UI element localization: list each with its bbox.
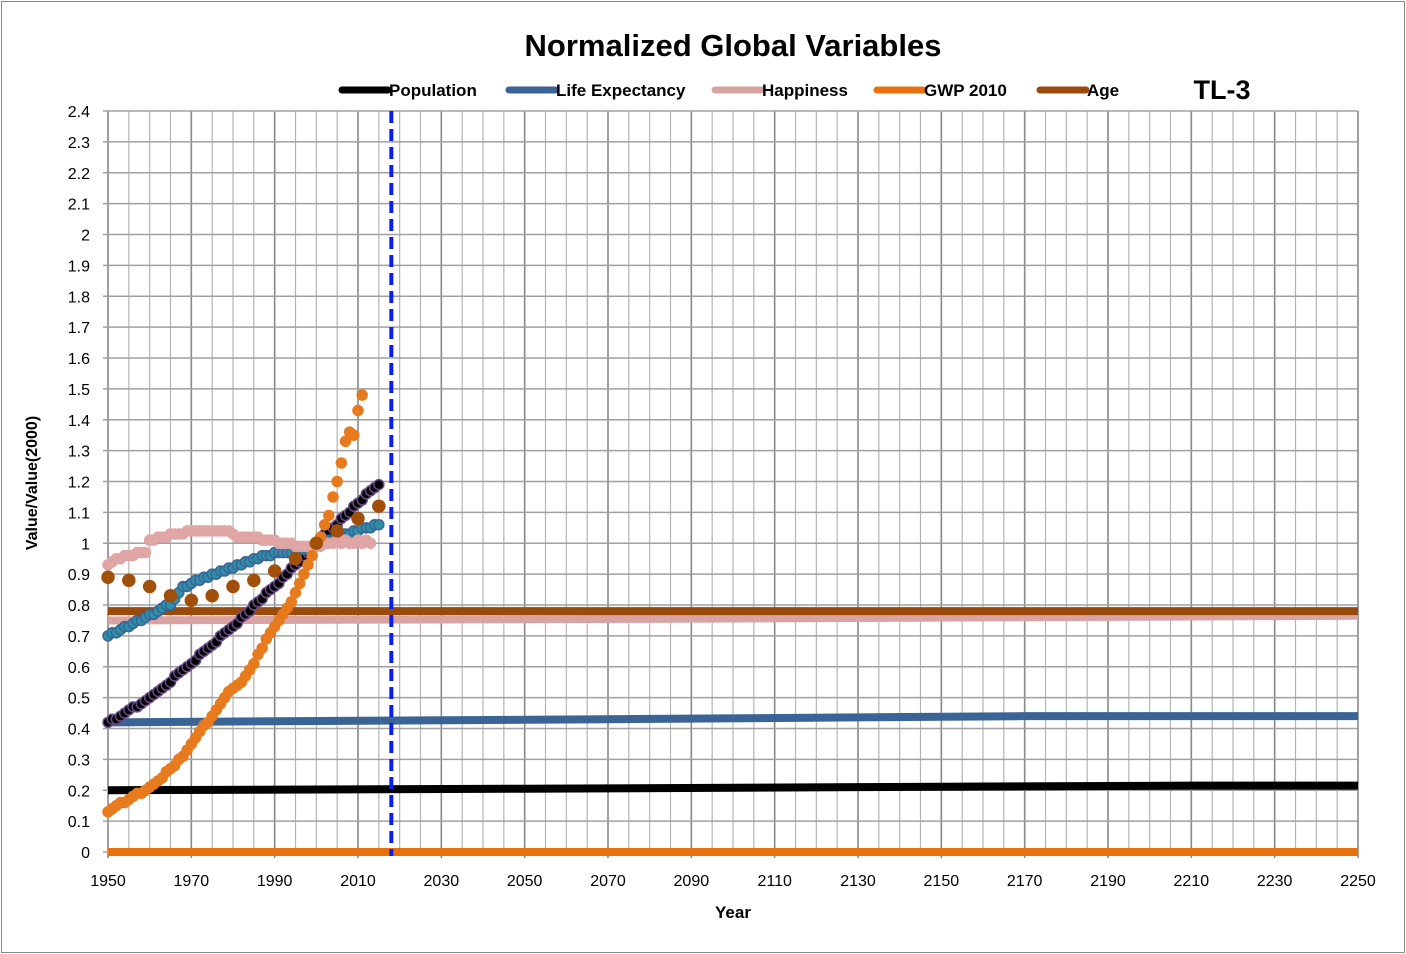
data-point	[327, 491, 339, 503]
data-point	[330, 524, 344, 538]
y-tick-label: 0.6	[68, 660, 90, 677]
y-tick-label: 1.9	[68, 258, 90, 275]
y-tick-label: 2.1	[68, 197, 90, 214]
x-tick-label: 2190	[1090, 873, 1126, 890]
data-point	[335, 457, 348, 469]
y-tick-label: 1.2	[68, 475, 90, 492]
legend-label: GWP 2010	[924, 81, 1007, 100]
data-point	[226, 579, 240, 594]
y-tick-label: 1.8	[68, 289, 90, 306]
data-point	[184, 593, 199, 608]
x-tick-label: 2030	[424, 873, 460, 890]
y-tick-label: 0.7	[68, 629, 90, 646]
y-axis-label: Value/Value(2000)	[24, 416, 41, 550]
data-point	[372, 499, 386, 513]
x-tick-label: 2110	[757, 873, 792, 890]
x-tick-label: 2230	[1257, 873, 1293, 890]
data-point	[248, 657, 260, 670]
data-point	[163, 588, 178, 603]
x-tick-label: 2250	[1340, 873, 1376, 890]
series-markers	[101, 389, 386, 818]
y-tick-label: 1	[81, 536, 90, 553]
y-tick-label: 2	[81, 228, 90, 245]
chart-tag: TL-3	[1194, 75, 1251, 105]
data-point	[122, 573, 136, 588]
legend-label: Life Expectancy	[556, 81, 686, 100]
data-point	[205, 588, 219, 603]
y-tick-label: 0.5	[68, 691, 90, 708]
data-point	[339, 435, 352, 448]
y-tick-label: 0	[81, 845, 90, 862]
tick-labels: 0 0.1 0.2 0.3 0.4 0.5 0.6 0.7 0.8 0.9 1 1.1 1.2 1.3 1.…	[68, 104, 1376, 890]
data-point	[289, 586, 302, 599]
data-point	[356, 389, 368, 401]
data-point	[373, 478, 385, 491]
data-point	[247, 573, 261, 588]
data-point	[288, 551, 303, 566]
data-point	[293, 577, 306, 590]
data-point	[351, 511, 365, 526]
y-tick-label: 0.8	[68, 598, 90, 615]
grid	[103, 110, 1359, 858]
legend-label: Happiness	[762, 81, 848, 100]
data-point	[373, 518, 385, 531]
data-point	[306, 549, 318, 562]
data-point	[309, 536, 324, 550]
x-tick-label: 2090	[674, 873, 710, 890]
data-point	[302, 559, 314, 571]
y-tick-label: 1.4	[68, 413, 90, 430]
x-tick-label: 1950	[90, 873, 126, 890]
data-point	[348, 429, 360, 441]
x-tick-label: 2130	[840, 873, 876, 890]
x-tick-label: 2070	[590, 873, 626, 890]
data-point	[352, 404, 364, 417]
y-tick-label: 1.3	[68, 444, 90, 461]
data-point	[364, 537, 377, 549]
data-point	[101, 570, 115, 584]
y-tick-label: 0.2	[68, 783, 90, 800]
y-tick-label: 1.5	[68, 382, 90, 399]
series-line-population	[107, 781, 1358, 795]
legend: Population Life Expectancy Happiness GWP 20…	[338, 81, 1119, 100]
data-point	[331, 475, 343, 488]
series-line-life-expectancy	[107, 712, 1358, 727]
y-tick-label: 1.1	[68, 505, 90, 522]
data-point	[267, 564, 282, 578]
x-tick-label: 1990	[257, 873, 293, 890]
x-tick-label: 1970	[174, 873, 210, 890]
y-tick-label: 1.6	[68, 351, 90, 368]
data-point	[256, 642, 268, 654]
x-tick-label: 2050	[507, 873, 543, 890]
legend-label: Age	[1087, 81, 1119, 100]
data-point	[323, 509, 335, 522]
x-axis-label: Year	[715, 903, 751, 922]
legend-label: Population	[389, 81, 477, 100]
y-tick-label: 2.3	[68, 135, 90, 152]
y-tick-label: 1.7	[68, 320, 90, 337]
chart-title: Normalized Global Variables	[525, 28, 942, 63]
y-tick-label: 0.9	[68, 567, 90, 584]
y-tick-label: 2.2	[68, 166, 90, 183]
x-tick-label: 2170	[1007, 873, 1043, 890]
data-point	[139, 546, 152, 559]
x-tick-label: 2150	[924, 873, 960, 890]
data-point	[318, 518, 331, 531]
y-tick-label: 0.3	[68, 752, 90, 769]
y-tick-label: 0.1	[68, 814, 90, 831]
x-tick-label: 2010	[340, 873, 376, 890]
series-line-happiness	[107, 611, 1359, 625]
series-lines	[107, 607, 1359, 856]
y-tick-label: 2.4	[68, 104, 90, 121]
data-point	[142, 579, 157, 594]
data-point	[285, 596, 298, 608]
y-tick-label: 0.4	[68, 722, 90, 739]
data-point	[298, 568, 310, 580]
x-tick-label: 2210	[1174, 873, 1210, 890]
